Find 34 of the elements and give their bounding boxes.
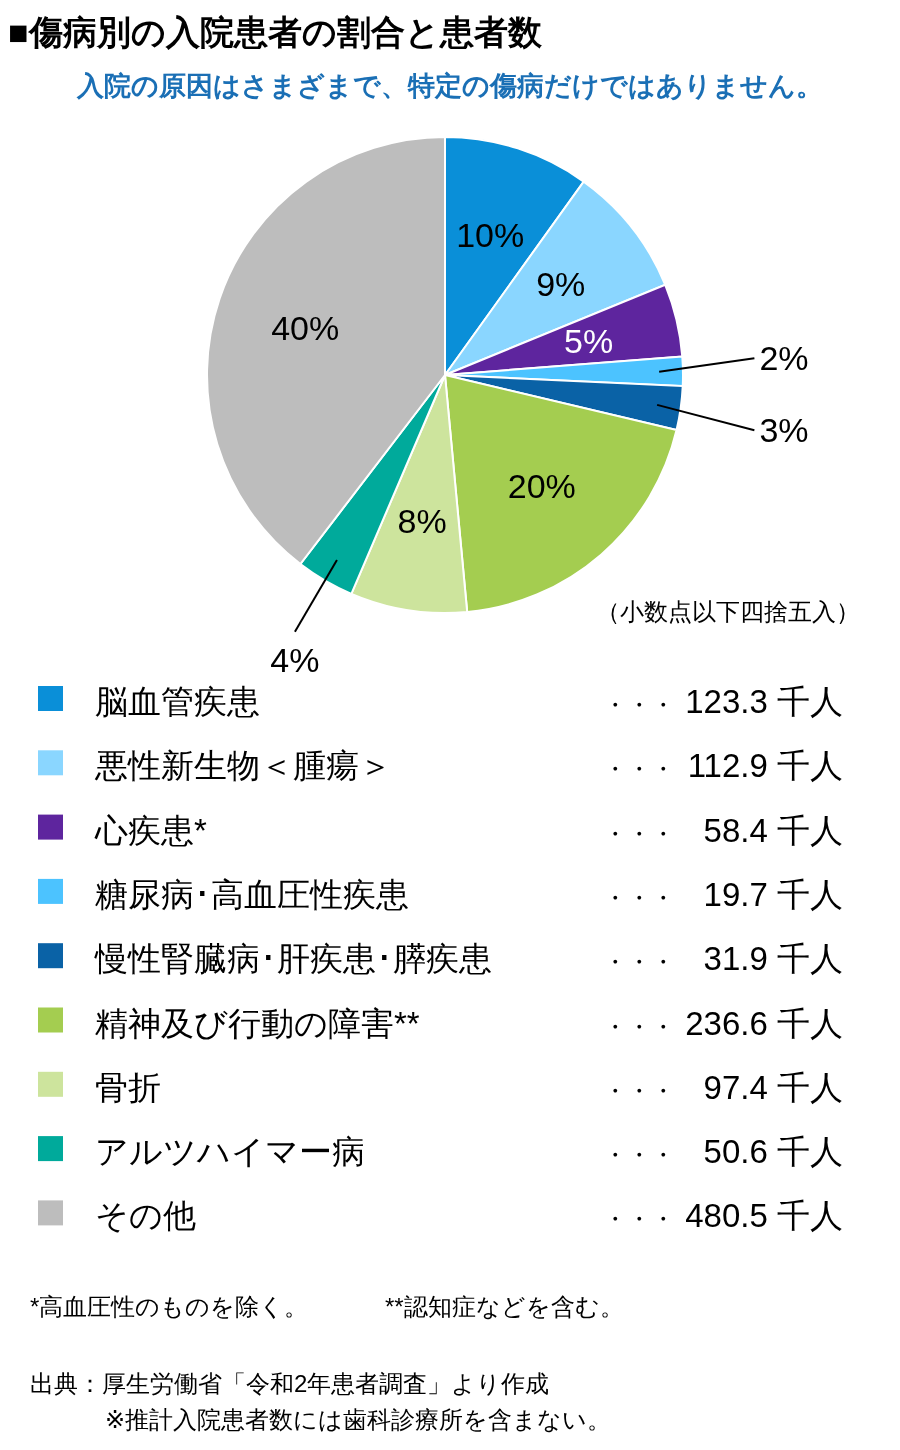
legend-label: その他 <box>95 1197 196 1235</box>
legend-label: アルツハイマー病 <box>95 1133 365 1171</box>
data-label: 9% <box>536 264 586 303</box>
legend-label: 糖尿病･高血圧性疾患 <box>95 875 409 913</box>
text: ・・・ 97.4 千人 <box>603 1068 843 1106</box>
legend-label: 慢性腎臓病･肝疾患･膵疾患 <box>94 940 492 978</box>
data-label: 2% <box>759 339 809 378</box>
text: ・・・ 112.9 千人 <box>603 747 843 785</box>
legend-label: 悪性新生物＜腫瘍＞ <box>94 747 392 785</box>
chart-subtitle: 入院の原因はさまざまで、特定の傷病だけではありません。 <box>76 71 823 101</box>
data-label: 20% <box>507 467 576 506</box>
legend-label: 骨折 <box>95 1068 161 1106</box>
legend-label: 精神及び行動の障害** <box>95 1004 420 1042</box>
text: ※推計入院患者数には歯科診療所を含まない。 <box>105 1406 612 1433</box>
source-note: 出典：厚生労働省「令和2年患者調査」より作成 <box>30 1370 550 1397</box>
text: *高血圧性のものを除く。 <box>30 1293 309 1320</box>
data-label: 5% <box>563 321 614 360</box>
data-label: 3% <box>759 411 809 450</box>
chart-title: ■傷病別の入院患者の割合と患者数 <box>8 13 543 51</box>
data-label: 10% <box>456 215 525 254</box>
text: ・・・ 58.4 千人 <box>603 811 843 849</box>
data-label: 40% <box>271 308 340 347</box>
legend-label: 心疾患* <box>94 811 207 849</box>
text: ・・・ 236.6 千人 <box>603 1004 843 1042</box>
data-label: 4% <box>270 640 320 679</box>
text: ・・・ 19.7 千人 <box>603 875 843 913</box>
text: **認知症などを含む。 <box>385 1293 624 1320</box>
text: ・・・ 31.9 千人 <box>603 940 843 978</box>
data-label: 8% <box>397 501 447 540</box>
text: （小数点以下四捨五入） <box>596 598 860 625</box>
text: ・・・ 480.5 千人 <box>603 1197 843 1235</box>
legend-label: 脳血管疾患 <box>95 683 260 720</box>
text: ・・・ 50.6 千人 <box>603 1133 843 1171</box>
text: ・・・ 123.3 千人 <box>603 683 843 720</box>
